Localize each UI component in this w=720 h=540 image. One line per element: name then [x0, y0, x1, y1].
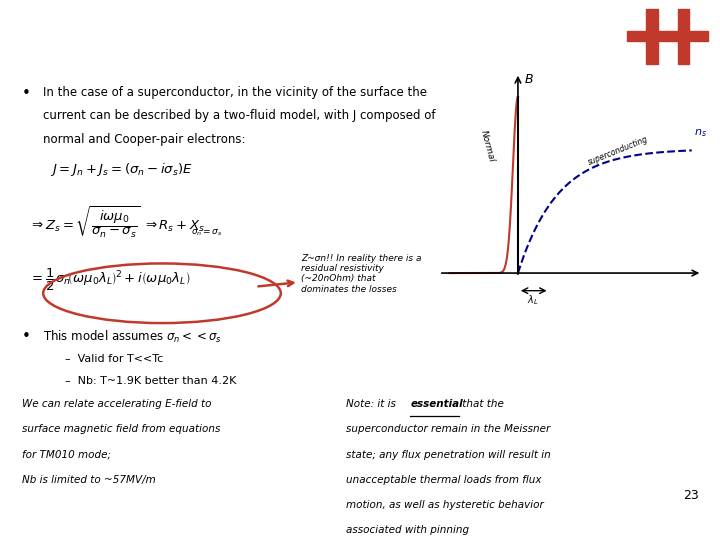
Bar — [627, 9, 662, 64]
Text: This model assumes $\sigma_n << \sigma_s$: This model assumes $\sigma_n << \sigma_s… — [43, 329, 222, 345]
Text: 23: 23 — [683, 489, 698, 502]
Text: Normal: Normal — [478, 129, 495, 163]
Text: Z~σn!! In reality there is a
residual resistivity
(~20nOhm) that
dominates the l: Z~σn!! In reality there is a residual re… — [301, 253, 421, 294]
Text: surface magnetic field from equations: surface magnetic field from equations — [22, 424, 220, 435]
Bar — [678, 9, 690, 64]
Text: superconducting: superconducting — [586, 134, 649, 167]
Text: $\lambda_L$: $\lambda_L$ — [528, 294, 539, 307]
Text: state; any flux penetration will result in: state; any flux penetration will result … — [346, 450, 550, 460]
Text: In the case of a superconductor, in the vicinity of the surface the: In the case of a superconductor, in the … — [43, 86, 427, 99]
Text: Fundamental Accelerator Theory, Simulations and Measurement Lab – Michigan State: Fundamental Accelerator Theory, Simulati… — [126, 522, 594, 530]
Text: for TM010 mode;: for TM010 mode; — [22, 450, 111, 460]
Text: current can be described by a two-fluid model, with J composed of: current can be described by a two-fluid … — [43, 109, 436, 122]
Text: –  Nb: T~1.9K better than 4.2K: – Nb: T~1.9K better than 4.2K — [65, 376, 236, 386]
Text: –  Valid for T<<Tc: – Valid for T<<Tc — [65, 354, 163, 364]
Text: $n_s$: $n_s$ — [694, 127, 707, 139]
Text: Note: it is: Note: it is — [346, 399, 399, 409]
Text: $B$: $B$ — [524, 73, 534, 86]
Text: that the: that the — [459, 399, 504, 409]
Bar — [674, 9, 708, 64]
Text: Nb is limited to ~57MV/m: Nb is limited to ~57MV/m — [22, 475, 156, 485]
Text: associated with pinning: associated with pinning — [346, 525, 469, 535]
Text: superconductor remain in the Meissner: superconductor remain in the Meissner — [346, 424, 550, 435]
Text: motion, as well as hysteretic behavior: motion, as well as hysteretic behavior — [346, 500, 544, 510]
Text: $= \dfrac{1}{2}\sigma_n\!\left(\omega\mu_0\lambda_L\right)^{\!2}+ i\left(\omega\: $= \dfrac{1}{2}\sigma_n\!\left(\omega\mu… — [29, 267, 190, 293]
Bar — [647, 9, 658, 64]
Text: essential: essential — [410, 399, 463, 409]
Text: normal and Cooper-pair electrons:: normal and Cooper-pair electrons: — [43, 133, 246, 146]
Text: Superconductivity
for Accelerators
S. Prestemon: Superconductivity for Accelerators S. Pr… — [14, 17, 103, 50]
Text: $J = J_n + J_s = \left(\sigma_n - i\sigma_s\right)E$: $J = J_n + J_s = \left(\sigma_n - i\sigm… — [50, 161, 194, 178]
Bar — [627, 31, 708, 42]
Text: Superconducting RF: Superconducting RF — [187, 19, 533, 48]
Text: We can relate accelerating E-field to: We can relate accelerating E-field to — [22, 399, 211, 409]
Text: $\Rightarrow Z_s = \sqrt{\dfrac{i\omega\mu_0}{\sigma_n - \sigma_s}}$$\;\Rightarr: $\Rightarrow Z_s = \sqrt{\dfrac{i\omega\… — [29, 205, 205, 240]
Text: •: • — [22, 329, 30, 343]
Text: •: • — [22, 86, 30, 100]
Text: unacceptable thermal loads from flux: unacceptable thermal loads from flux — [346, 475, 541, 485]
Text: $\sigma_n = \sigma_s$: $\sigma_n = \sigma_s$ — [191, 227, 222, 238]
